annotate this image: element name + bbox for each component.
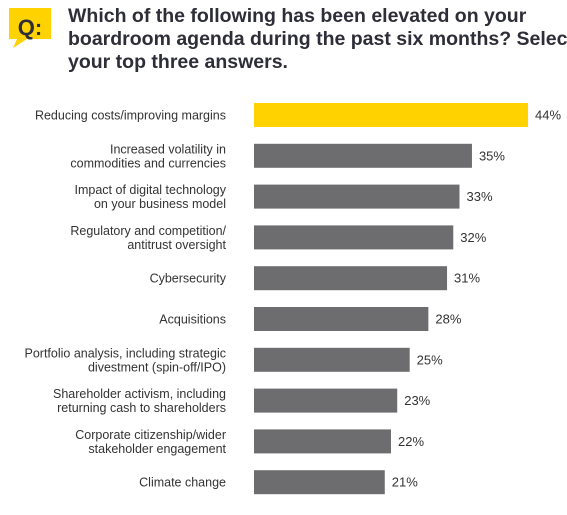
bar	[254, 470, 385, 495]
category-label-line: Reducing costs/improving margins	[35, 109, 226, 123]
category-label-line: Cybersecurity	[150, 272, 227, 286]
speech-bubble-icon	[9, 8, 51, 48]
bar-value-label: 28%	[435, 312, 461, 327]
category-label: Acquisitions	[159, 313, 226, 327]
bar-value-label: 35%	[479, 148, 505, 163]
question-line: your top three answers.	[68, 51, 288, 73]
question-badge-label: Q:	[17, 15, 43, 40]
category-label-line: Portfolio analysis, including strategic	[25, 346, 227, 360]
bar	[254, 307, 429, 331]
category-label: Reducing costs/improving margins	[35, 109, 226, 123]
bar	[254, 143, 472, 168]
category-label-line: Shareholder activism, including	[53, 387, 226, 401]
question-line: Which of the following has been elevated…	[68, 5, 527, 27]
question-line: boardroom agenda during the past six mon…	[68, 28, 567, 50]
bar	[254, 388, 398, 413]
category-label: Cybersecurity	[150, 272, 227, 286]
category-label-line: Regulatory and competition/	[70, 224, 226, 238]
category-label-line: on your business model	[94, 197, 226, 211]
bar-value-label: 23%	[404, 393, 430, 408]
bar-value-label: 22%	[398, 434, 424, 449]
bar	[254, 225, 454, 250]
bar	[254, 103, 528, 127]
category-label-line: Impact of digital technology	[75, 183, 227, 197]
category-label-line: Increased volatility in	[110, 142, 226, 156]
category-label-line: commodities and currencies	[70, 156, 226, 170]
bar-value-label: 32%	[460, 230, 486, 245]
bar-value-label: 25%	[417, 352, 443, 367]
bar-value-label: 21%	[392, 475, 418, 490]
bar	[254, 347, 410, 372]
bar	[254, 266, 448, 291]
category-label: Regulatory and competition/antitrust ove…	[70, 224, 226, 252]
category-label-line: antitrust oversight	[127, 238, 226, 252]
bar	[254, 429, 391, 454]
bar	[254, 184, 460, 209]
category-label-line: Corporate citizenship/wider	[75, 428, 226, 442]
category-label: Increased volatility in commodities and c…	[70, 142, 226, 170]
bar-value-label: 44%	[535, 108, 561, 123]
category-label: Portfolio analysis, including strategic d…	[25, 346, 227, 374]
category-label-line: Acquisitions	[159, 313, 226, 327]
category-label-line: divestment (spin-off/IPO)	[88, 360, 226, 374]
category-label-line: Climate change	[139, 476, 226, 490]
bar-value-label: 31%	[454, 271, 480, 286]
question-badge: Q:	[9, 8, 51, 48]
category-label: Corporate citizenship/wider stakeholder e…	[75, 428, 226, 456]
bar-value-label: 33%	[467, 189, 493, 204]
question-title: Which of the following has been elevated…	[68, 5, 567, 74]
category-label: Impact of digital technology on your busi…	[75, 183, 227, 211]
category-label-line: stakeholder engagement	[88, 442, 226, 456]
category-label: Shareholder activism, including returning…	[53, 387, 226, 415]
category-label: Climate change	[139, 476, 226, 490]
category-label-line: returning cash to shareholders	[57, 401, 226, 415]
